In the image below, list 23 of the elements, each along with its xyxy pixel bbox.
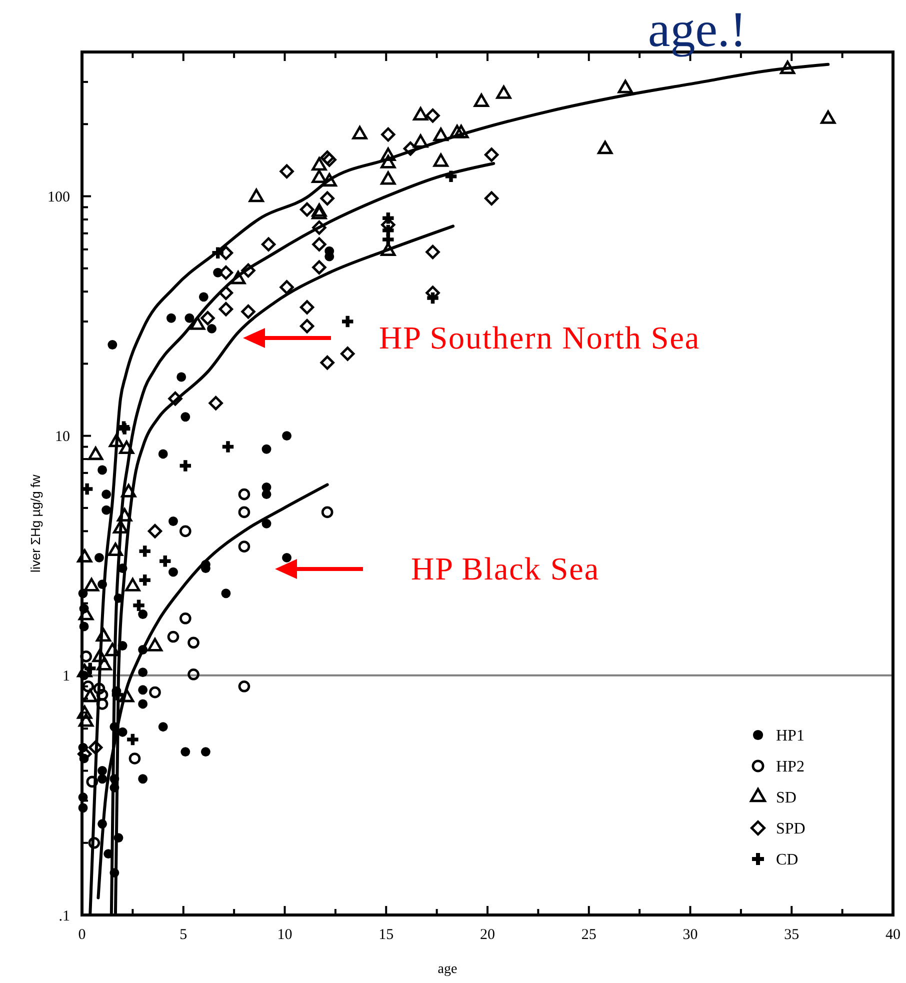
x-tick-label: 25 (581, 927, 596, 943)
y-axis-title: liver ΣHg µg/g fw (28, 474, 43, 572)
legend-label: HP1 (776, 728, 804, 745)
y-tick-label: 1 (62, 668, 70, 685)
x-tick-label: 30 (682, 927, 698, 943)
y-tick-label: 10 (55, 429, 70, 446)
y-tick-label: .1 (58, 908, 70, 924)
annotation: HP Southern North Sea (379, 320, 700, 356)
legend-label: HP2 (776, 758, 804, 776)
y-tick-label: 100 (48, 189, 70, 206)
x-tick-label: 20 (480, 927, 495, 943)
x-tick-label: 10 (277, 927, 292, 943)
legend-label: CD (776, 852, 798, 869)
x-tick-label: 0 (78, 927, 86, 943)
x-axis-title: age (438, 962, 458, 977)
legend-label: SPD (776, 820, 806, 838)
x-tick-label: 15 (378, 927, 394, 943)
x-tick-label: 35 (784, 927, 800, 943)
x-tick-label: 40 (886, 927, 900, 943)
legend-label: SD (776, 790, 796, 807)
annotation: age.! (648, 1, 747, 57)
x-tick-label: 5 (180, 927, 188, 943)
annotation: HP Black Sea (411, 550, 600, 587)
